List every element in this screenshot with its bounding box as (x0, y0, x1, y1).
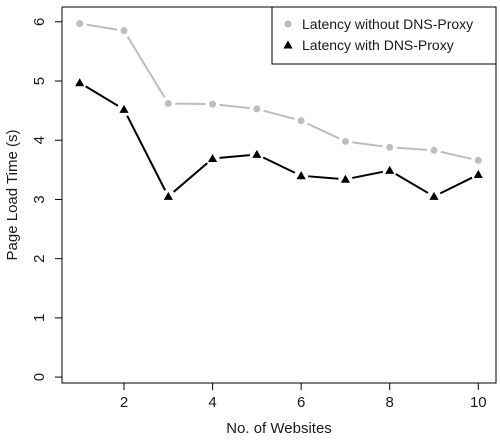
x-axis-title: No. of Websites (226, 420, 332, 437)
series-line-segment (87, 25, 117, 30)
y-tick-label: 6 (31, 18, 48, 26)
x-tick-label: 6 (297, 394, 305, 411)
y-axis: 0 1 2 3 4 5 6 (31, 18, 62, 382)
y-tick-label: 4 (31, 136, 48, 144)
legend: Latency without DNS-Proxy Latency with DN… (272, 7, 496, 64)
series-line-segment (128, 37, 165, 98)
data-point (165, 100, 172, 107)
data-point (121, 27, 128, 34)
data-point (298, 117, 305, 124)
data-point (253, 105, 260, 112)
series-2 (75, 78, 483, 200)
data-point (164, 192, 173, 200)
legend-marker-circle (285, 21, 292, 28)
data-point (474, 170, 483, 178)
series-line-segment (352, 172, 383, 178)
series-line-segment (352, 142, 382, 146)
x-tick-label: 8 (386, 394, 394, 411)
legend-label: Latency without DNS-Proxy (302, 16, 473, 32)
series-line-segment (264, 111, 295, 119)
data-point (475, 157, 482, 164)
data-point (75, 78, 84, 86)
data-point (341, 175, 350, 183)
y-tick-label: 1 (31, 314, 48, 322)
y-tick-label: 3 (31, 195, 48, 203)
series-line-segment (440, 178, 472, 194)
series-line-segment (397, 148, 427, 150)
data-point (431, 147, 438, 154)
legend-label: Latency with DNS-Proxy (302, 37, 454, 53)
series-line-segment (441, 152, 472, 159)
y-tick-label: 5 (31, 77, 48, 85)
series-line-segment (307, 124, 339, 139)
series-line-segment (220, 155, 250, 158)
data-point (252, 150, 261, 158)
data-point (297, 171, 306, 179)
y-axis-title: Page Load Time (s) (4, 130, 21, 261)
series-line-segment (86, 86, 118, 105)
data-point (119, 105, 128, 113)
data-point (209, 101, 216, 108)
data-point (385, 166, 394, 174)
series-line-segment (308, 176, 338, 178)
series-line-segment (220, 105, 250, 108)
x-tick-label: 2 (120, 394, 128, 411)
data-point (208, 154, 217, 162)
x-tick-label: 10 (470, 394, 487, 411)
series-line-segment (263, 157, 295, 172)
series-line-segment (396, 174, 428, 193)
y-tick-label: 2 (31, 254, 48, 262)
y-tick-label: 0 (31, 373, 48, 381)
x-axis: 2 4 6 8 10 (120, 383, 487, 411)
series-line-segment (127, 116, 165, 191)
data-point (429, 192, 438, 200)
data-point (76, 20, 83, 27)
data-point (342, 138, 349, 145)
data-point (386, 144, 393, 151)
x-tick-label: 4 (208, 394, 216, 411)
series-line-segment (174, 163, 208, 192)
